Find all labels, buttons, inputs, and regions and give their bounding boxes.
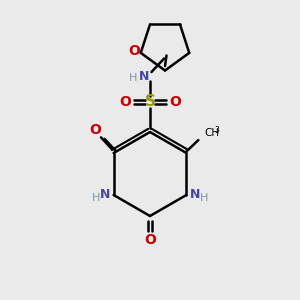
Text: N: N bbox=[139, 70, 149, 83]
Text: O: O bbox=[169, 95, 181, 109]
Text: O: O bbox=[144, 233, 156, 247]
Text: 3: 3 bbox=[214, 126, 219, 135]
Text: H: H bbox=[129, 73, 138, 83]
Text: O: O bbox=[119, 95, 131, 109]
Text: H: H bbox=[92, 193, 100, 203]
Text: N: N bbox=[100, 188, 110, 202]
Text: CH: CH bbox=[204, 128, 220, 139]
Text: N: N bbox=[190, 188, 200, 202]
Text: O: O bbox=[90, 124, 102, 137]
Text: H: H bbox=[200, 193, 208, 203]
Text: O: O bbox=[128, 44, 140, 58]
Text: S: S bbox=[145, 94, 155, 110]
